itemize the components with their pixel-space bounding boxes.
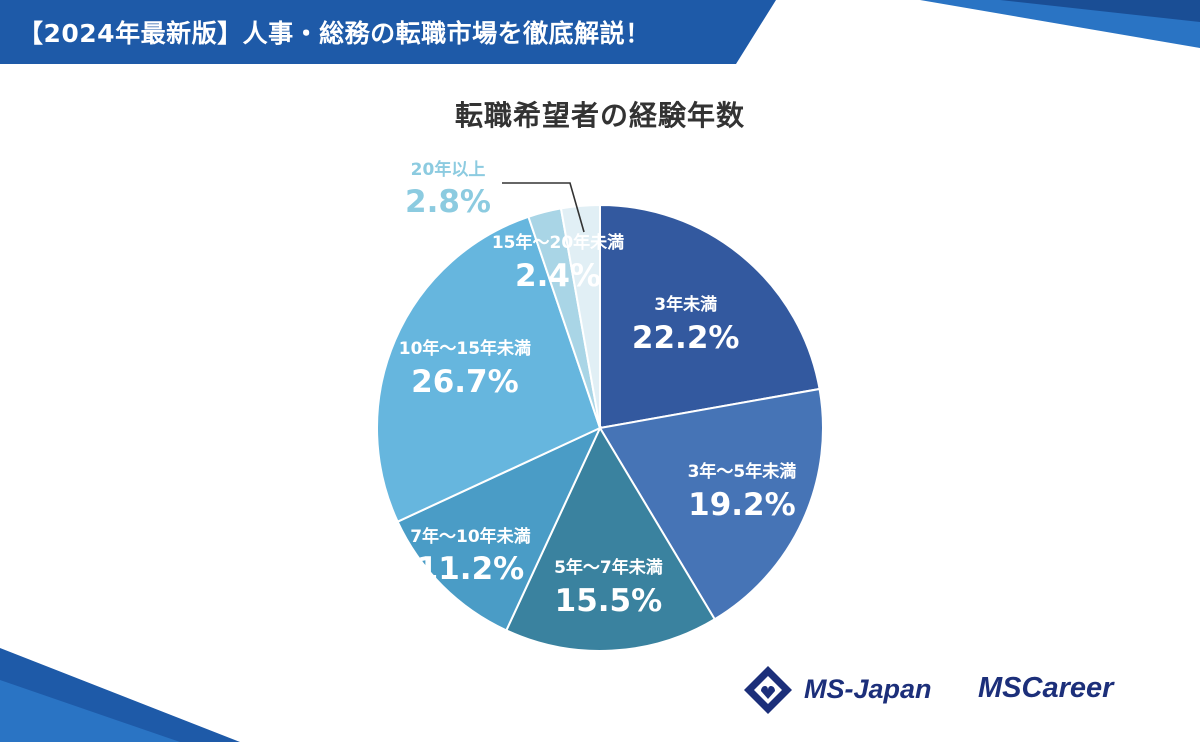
pie-slice: [599, 203, 821, 430]
slice-category-label: 20年以上: [410, 159, 486, 180]
slice-category-label: 15年～20年未満: [491, 233, 625, 254]
slice-value-label: 15.5%: [554, 582, 663, 619]
pie-slice: [504, 425, 717, 652]
corner-decoration: [0, 648, 240, 742]
slice-category-label: 3年～5年未満: [687, 462, 797, 483]
footer-logos: MS-Japan MSCareer: [742, 660, 1162, 720]
header-banner: 【2024年最新版】人事・総務の転職市場を徹底解説！: [0, 0, 1200, 70]
slice-value-label: 2.4%: [515, 258, 601, 295]
ms-career-logo-text: MSCareer: [978, 672, 1114, 704]
slice-value-label: 26.7%: [411, 364, 519, 401]
slice-label: 7年～10年未満 11.2%: [410, 528, 531, 587]
slice-label: 20年以上 2.8%: [405, 159, 491, 221]
chart-title: 転職希望者の経験年数: [454, 99, 745, 132]
slice-category-label: 10年～15年未満: [398, 339, 532, 360]
ms-japan-logo-icon: [744, 666, 792, 714]
slice-value-label: 2.8%: [405, 184, 491, 221]
slice-label: 5年～7年未満 15.5%: [554, 559, 663, 618]
slice-category-label: 5年～7年未満: [554, 557, 663, 578]
slice-label: 10年～15年未満 26.7%: [399, 340, 531, 399]
slice-category-label: 7年～10年未満: [410, 526, 531, 547]
slice-label: 15年～20年未満 2.4%: [492, 234, 624, 293]
leader-line: [502, 182, 585, 233]
slice-value-label: 22.2%: [631, 319, 740, 356]
banner-title: 【2024年最新版】人事・総務の転職市場を徹底解説！: [18, 19, 651, 48]
slice-category-label: 3年未満: [654, 294, 718, 315]
slice-value-label: 11.2%: [416, 551, 525, 588]
banner-background: [0, 0, 1200, 64]
pie-slice: [598, 387, 824, 621]
pie-slice: [559, 203, 601, 429]
pie-slice: [376, 215, 602, 524]
slice-value-label: 19.2%: [688, 486, 796, 523]
slice-label: 3年未満 22.2%: [632, 296, 740, 355]
ms-japan-logo-text: MS-Japan: [804, 674, 932, 704]
pie-slice: [396, 425, 603, 632]
slice-label: 3年～5年未満 19.2%: [688, 463, 797, 522]
